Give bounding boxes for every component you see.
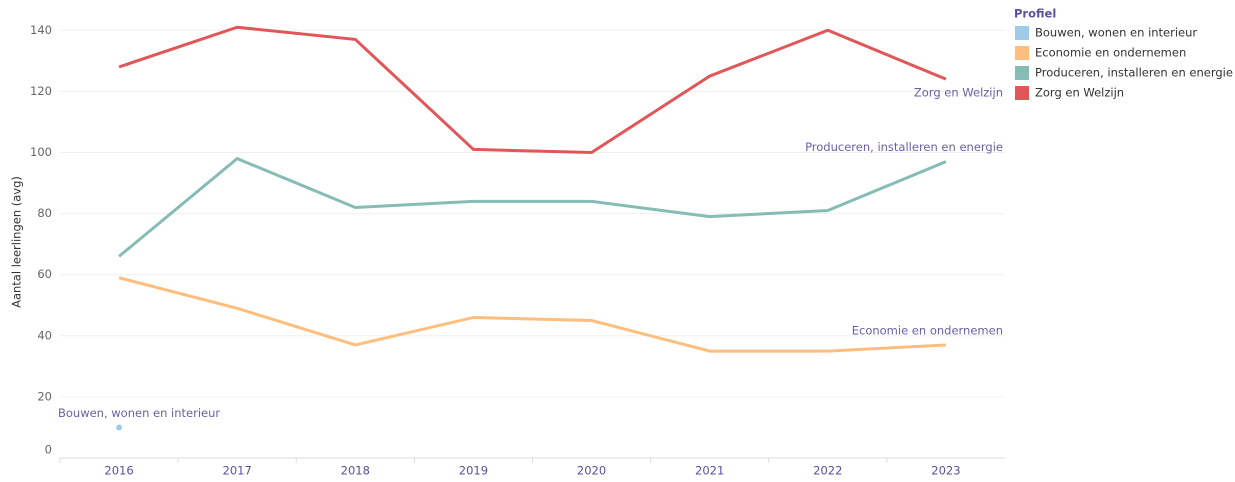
line-point <box>116 424 123 431</box>
y-tick-label: 80 <box>37 206 52 220</box>
y-tick-label: 0 <box>45 443 52 457</box>
legend-swatch <box>1015 26 1029 40</box>
line <box>118 156 947 258</box>
line-label: Economie en ondernemen <box>852 323 1003 337</box>
legend-swatch <box>1015 86 1029 100</box>
y-tick-label: 40 <box>37 328 52 342</box>
x-tick-label: 2023 <box>931 464 960 478</box>
legend-label: Produceren, installeren en energie <box>1035 66 1233 80</box>
y-tick-label: 60 <box>37 267 52 281</box>
x-tick-label: 2017 <box>223 464 252 478</box>
x-tick-label: 2020 <box>577 464 606 478</box>
x-tick-label: 2016 <box>104 464 133 478</box>
x-tick-label: 2018 <box>341 464 370 478</box>
legend-title: Profiel <box>1014 7 1056 21</box>
line-label: Zorg en Welzijn <box>914 86 1003 100</box>
line-label: Produceren, installeren en energie <box>805 140 1003 154</box>
legend-label: Bouwen, wonen en interieur <box>1035 26 1197 40</box>
y-tick-label: 100 <box>30 145 52 159</box>
y-axis-label: Aantal leerlingen (avg) <box>10 176 24 308</box>
y-tick-label: 140 <box>30 23 52 37</box>
legend-label: Economie en ondernemen <box>1035 46 1186 60</box>
x-tick-label: 2022 <box>813 464 842 478</box>
y-tick-label: 120 <box>30 84 52 98</box>
line <box>118 276 947 353</box>
legend-swatch <box>1015 66 1029 80</box>
legend-swatch <box>1015 46 1029 60</box>
x-tick-label: 2021 <box>695 464 724 478</box>
y-tick-label: 20 <box>37 389 52 403</box>
line-label: Bouwen, wonen en interieur <box>58 406 220 420</box>
x-tick-label: 2019 <box>459 464 488 478</box>
line <box>118 25 947 154</box>
legend-label: Zorg en Welzijn <box>1035 86 1124 100</box>
